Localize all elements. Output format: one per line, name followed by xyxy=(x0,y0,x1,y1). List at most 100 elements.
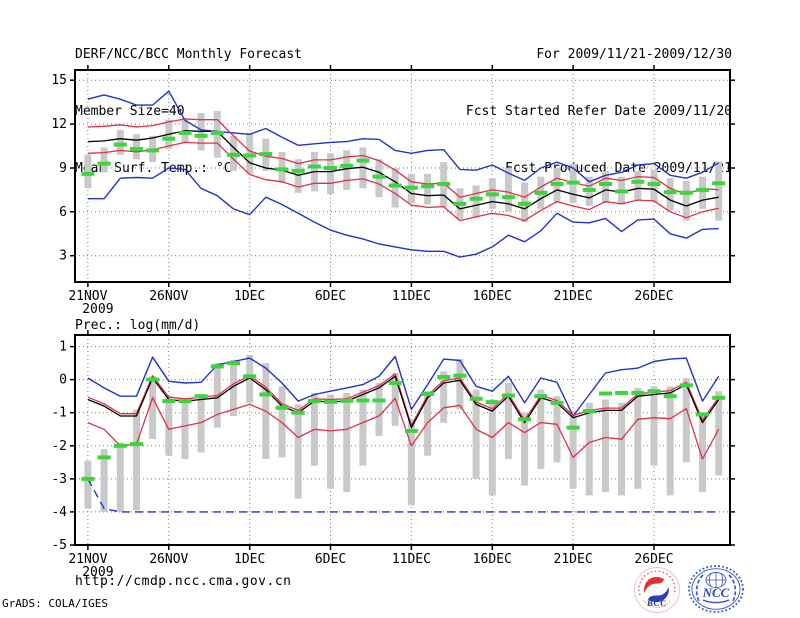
x-tick-label: 26DEC xyxy=(634,289,673,304)
x-year-label: 2009 xyxy=(82,565,113,580)
page-title: DERF/NCC/BCC Monthly Forecast xyxy=(75,47,302,62)
obs-dash xyxy=(356,398,370,403)
obs-dash xyxy=(113,142,127,147)
obs-dash xyxy=(291,168,305,173)
range-bar xyxy=(149,376,157,440)
obs-dash xyxy=(421,184,435,189)
range-bar xyxy=(715,161,723,221)
obs-dash xyxy=(178,130,192,135)
range-bar xyxy=(699,176,706,209)
x-tick-label: 16DEC xyxy=(473,289,512,304)
obs-dash xyxy=(97,455,111,460)
range-bar xyxy=(327,394,334,489)
ncc-logo-underline-swoosh xyxy=(702,599,730,604)
y-tick-label: 15 xyxy=(51,73,67,88)
range-bar xyxy=(133,134,140,160)
range-bar xyxy=(715,391,723,476)
series-ensemble-min xyxy=(87,478,719,513)
obs-dash xyxy=(146,148,160,153)
obs-dash xyxy=(210,364,224,369)
bcc-logo-ring-text-bottom xyxy=(642,599,672,608)
obs-dash xyxy=(372,174,386,179)
series-ensemble-min xyxy=(87,167,719,258)
obs-dash xyxy=(404,428,418,433)
range-bar xyxy=(407,419,415,506)
obs-dash xyxy=(518,417,532,422)
y-tick-label: -2 xyxy=(51,439,67,454)
range-bar xyxy=(682,378,690,463)
obs-dash xyxy=(275,405,289,410)
range-bar xyxy=(504,168,512,212)
obs-dash xyxy=(388,183,402,188)
obs-dash xyxy=(162,399,176,404)
x-tick-label: 11DEC xyxy=(392,552,431,567)
series-lower-spread xyxy=(87,141,719,222)
obs-dash xyxy=(631,179,645,184)
obs-dash xyxy=(437,182,451,186)
obs-dash xyxy=(210,130,224,135)
ncc-logo: NCC xyxy=(688,565,744,613)
obs-dash xyxy=(582,187,596,192)
bcc-logo: BCC xyxy=(634,567,680,613)
range-bar xyxy=(569,411,577,489)
range-bar xyxy=(666,386,674,496)
range-bar xyxy=(537,389,545,469)
y-tick-label: 9 xyxy=(59,161,67,176)
y-tick-label: -3 xyxy=(51,472,67,487)
obs-dash xyxy=(259,392,273,397)
obs-dash xyxy=(275,167,289,172)
obs-dash xyxy=(566,425,580,430)
obs-dash xyxy=(696,187,709,192)
range-bar xyxy=(294,159,302,193)
x-tick-label: 21DEC xyxy=(554,289,593,304)
range-bar xyxy=(181,399,189,459)
obs-dash xyxy=(518,201,532,206)
range-bar xyxy=(682,181,690,221)
obs-dash xyxy=(599,391,612,396)
obs-dash xyxy=(550,182,564,186)
plot-frame xyxy=(74,334,731,546)
x-tick-label: 26DEC xyxy=(634,552,673,567)
ncc-logo-wreath-right xyxy=(728,574,737,602)
obs-dash xyxy=(550,400,564,405)
range-bar xyxy=(585,402,593,496)
range-bar xyxy=(650,386,658,466)
obs-dash xyxy=(227,152,240,157)
range-bar xyxy=(521,412,529,486)
range-bar xyxy=(618,402,626,496)
range-bar xyxy=(472,185,480,218)
range-bar xyxy=(343,392,351,493)
y-tick-label: 3 xyxy=(59,249,67,264)
obs-dash xyxy=(113,443,127,448)
obs-dash xyxy=(421,391,435,396)
bcc-logo-red-swoosh xyxy=(644,576,664,593)
x-tick-label: 6DEC xyxy=(315,289,346,304)
range-bar xyxy=(375,383,383,436)
range-bar xyxy=(246,132,254,174)
obs-dash xyxy=(712,181,726,186)
grads-credit: GrADS: COLA/IGES xyxy=(2,597,108,610)
obs-dash xyxy=(679,383,693,388)
obs-dash xyxy=(631,390,645,395)
obs-dash xyxy=(243,153,257,158)
series-ensemble-mean xyxy=(87,375,720,429)
range-bar xyxy=(100,449,108,512)
range-bar xyxy=(634,170,642,201)
range-bar xyxy=(634,387,642,489)
obs-dash xyxy=(453,373,467,378)
obs-dash xyxy=(582,409,596,414)
obs-dash xyxy=(534,190,548,195)
range-bar xyxy=(116,129,124,155)
x-tick-label: 26NOV xyxy=(149,289,188,304)
forecast-range-label: For 2009/11/21-2009/12/30 xyxy=(536,47,732,62)
range-bar xyxy=(84,460,92,509)
obs-dash xyxy=(534,394,548,399)
obs-dash xyxy=(663,394,677,399)
obs-dash xyxy=(485,192,499,197)
website-link[interactable]: http://cmdp.ncc.cma.gov.cn xyxy=(75,574,292,589)
refer-date-label: Fcst Started Refer Date 2009/11/20 xyxy=(465,104,732,119)
obs-dash xyxy=(437,375,451,379)
